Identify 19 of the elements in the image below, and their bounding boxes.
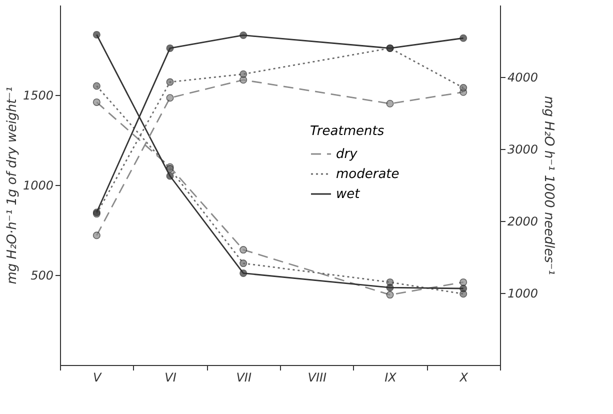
y-axis-title: mg H₂O·h⁻¹ 1g of dry weight⁻¹ — [4, 86, 20, 284]
x-tick-label: IX — [384, 370, 398, 384]
y2-tick-label: 3000 — [508, 142, 538, 156]
x-tick-label: V — [93, 370, 102, 384]
x-tick-label: VII — [236, 370, 252, 384]
y2-axis-title: mg H₂O h⁻¹ 1000 needles⁻¹ — [541, 96, 556, 276]
legend-label: wet — [336, 187, 361, 202]
legend-label: dry — [336, 147, 358, 162]
x-tick-label: VI — [164, 370, 177, 384]
y2-tick-label: 1000 — [508, 286, 538, 300]
legend-title: Treatments — [310, 124, 384, 139]
y-tick-label: 500 — [30, 268, 54, 282]
y2-tick-label: 2000 — [508, 214, 538, 228]
x-tick-label: VIII — [308, 370, 328, 384]
y2-tick-label: 4000 — [508, 70, 538, 84]
y-tick-label: 1500 — [22, 88, 54, 102]
legend-label: moderate — [336, 167, 400, 182]
x-tick-label: X — [458, 370, 469, 384]
y-tick-label: 1000 — [22, 178, 54, 192]
